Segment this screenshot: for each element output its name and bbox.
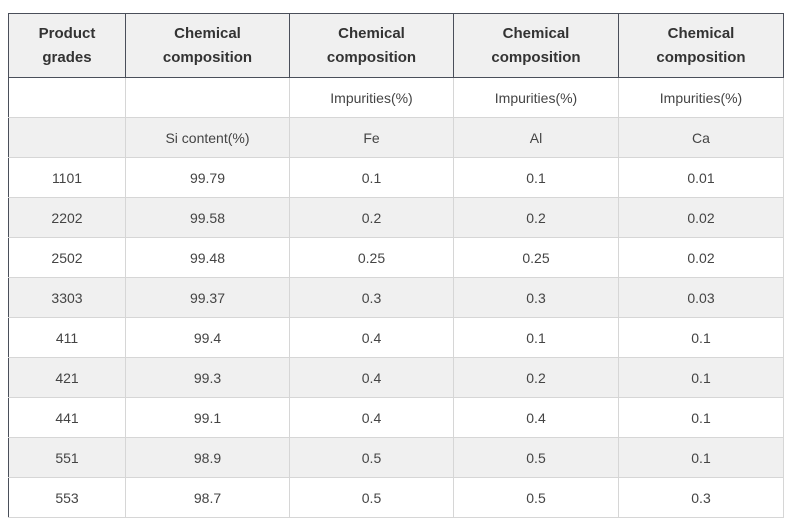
table-cell: Impurities(%) <box>618 77 784 118</box>
table-cell: 0.3 <box>453 277 619 318</box>
table-row: 441 99.1 0.4 0.4 0.1 <box>8 397 784 438</box>
table-cell: 0.2 <box>453 357 619 398</box>
table-row: 411 99.4 0.4 0.1 0.1 <box>8 317 784 358</box>
table-cell: Al <box>453 117 619 158</box>
table-cell: 0.4 <box>289 317 454 358</box>
table-cell: 99.79 <box>125 157 290 198</box>
table-cell: 0.25 <box>453 237 619 278</box>
table-cell: 99.3 <box>125 357 290 398</box>
table-cell: 99.37 <box>125 277 290 318</box>
table-row: 421 99.3 0.4 0.2 0.1 <box>8 357 784 398</box>
table-cell: 0.4 <box>453 397 619 438</box>
table-cell: 99.1 <box>125 397 290 438</box>
table-cell: 0.5 <box>289 477 454 518</box>
table-row: 3303 99.37 0.3 0.3 0.03 <box>8 277 784 318</box>
table-cell: 0.02 <box>618 197 784 238</box>
header-text-line: Chemical <box>338 24 405 42</box>
header-text-line: composition <box>162 48 253 66</box>
table-cell: 0.5 <box>453 477 619 518</box>
header-text-line: Product <box>38 24 96 42</box>
product-grades-table: Product grades Chemical composition Chem… <box>8 13 784 518</box>
header-text-line: grades <box>42 48 92 66</box>
header-cell-chemical-composition: Chemical composition <box>125 13 290 78</box>
table-row: 1101 99.79 0.1 0.1 0.01 <box>8 157 784 198</box>
table-cell: 0.1 <box>453 157 619 198</box>
table-cell: 2202 <box>8 197 126 238</box>
table-cell: 0.2 <box>289 197 454 238</box>
table-cell: Impurities(%) <box>453 77 619 118</box>
table-cell: 0.1 <box>618 437 784 478</box>
table-cell: Ca <box>618 117 784 158</box>
table-row: 551 98.9 0.5 0.5 0.1 <box>8 437 784 478</box>
table-cell: 2502 <box>8 237 126 278</box>
table-cell <box>125 77 290 118</box>
table-cell <box>8 77 126 118</box>
table-cell: 421 <box>8 357 126 398</box>
table-cell: Si content(%) <box>125 117 290 158</box>
table-cell: 0.1 <box>618 357 784 398</box>
table-cell: 98.7 <box>125 477 290 518</box>
table-cell: 0.4 <box>289 397 454 438</box>
header-text-line: Chemical <box>502 24 570 42</box>
table-row: 553 98.7 0.5 0.5 0.3 <box>8 477 784 518</box>
table-cell: Impurities(%) <box>289 77 454 118</box>
table-cell: 411 <box>8 317 126 358</box>
table-cell: 0.01 <box>618 157 784 198</box>
header-row: Product grades Chemical composition Chem… <box>8 13 784 78</box>
header-text-line: composition <box>491 48 581 66</box>
table-cell: 0.25 <box>289 237 454 278</box>
table-cell: 0.1 <box>618 317 784 358</box>
table-row: 2202 99.58 0.2 0.2 0.02 <box>8 197 784 238</box>
table-cell: 0.3 <box>618 477 784 518</box>
table-cell: 99.48 <box>125 237 290 278</box>
header-text-line: Chemical <box>174 24 241 42</box>
header-text-line: Chemical <box>667 24 735 42</box>
table-cell: Fe <box>289 117 454 158</box>
subheader-row-elements: Si content(%) Fe Al Ca <box>8 117 784 158</box>
table-cell <box>8 117 126 158</box>
table-cell: 0.02 <box>618 237 784 278</box>
table-cell: 441 <box>8 397 126 438</box>
table-cell: 0.1 <box>453 317 619 358</box>
header-cell-chemical-composition: Chemical composition <box>453 13 619 78</box>
table-cell: 99.4 <box>125 317 290 358</box>
header-text-line: composition <box>656 48 746 66</box>
table-cell: 3303 <box>8 277 126 318</box>
table-cell: 0.3 <box>289 277 454 318</box>
header-cell-chemical-composition: Chemical composition <box>618 13 784 78</box>
table-cell: 98.9 <box>125 437 290 478</box>
header-cell-chemical-composition: Chemical composition <box>289 13 454 78</box>
table-header: Product grades Chemical composition Chem… <box>8 13 784 78</box>
table-body: Impurities(%) Impurities(%) Impurities(%… <box>8 77 784 518</box>
product-grades-table-container: Product grades Chemical composition Chem… <box>8 13 784 518</box>
header-text-line: composition <box>326 48 417 66</box>
table-cell: 0.2 <box>453 197 619 238</box>
table-cell: 99.58 <box>125 197 290 238</box>
table-cell: 0.1 <box>618 397 784 438</box>
table-cell: 0.5 <box>453 437 619 478</box>
table-cell: 0.4 <box>289 357 454 398</box>
table-cell: 553 <box>8 477 126 518</box>
table-row: 2502 99.48 0.25 0.25 0.02 <box>8 237 784 278</box>
table-cell: 0.1 <box>289 157 454 198</box>
table-cell: 0.5 <box>289 437 454 478</box>
table-cell: 0.03 <box>618 277 784 318</box>
table-cell: 551 <box>8 437 126 478</box>
table-cell: 1101 <box>8 157 126 198</box>
subheader-row-impurities: Impurities(%) Impurities(%) Impurities(%… <box>8 77 784 118</box>
header-cell-product-grades: Product grades <box>8 13 126 78</box>
